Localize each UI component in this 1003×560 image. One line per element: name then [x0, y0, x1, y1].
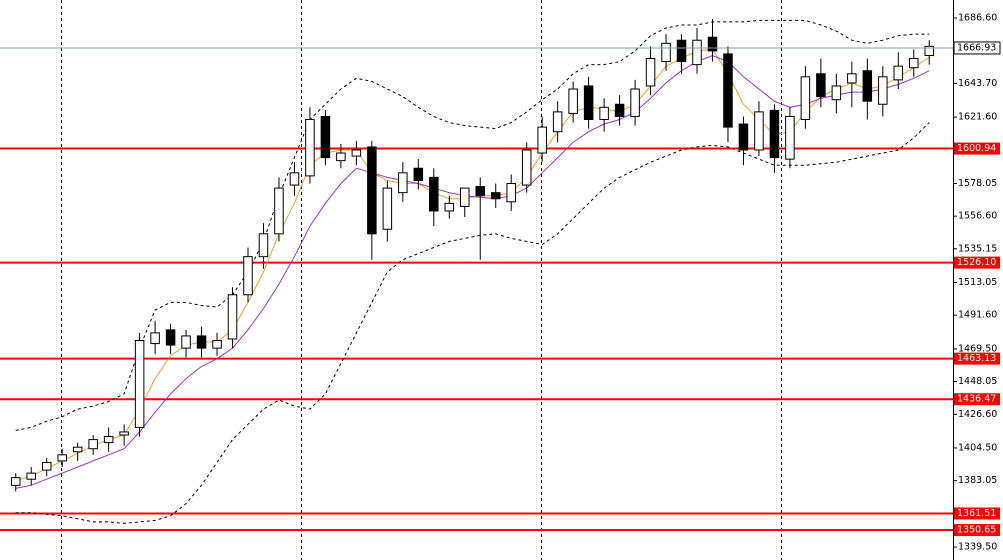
- candle-body: [196, 335, 207, 349]
- candle-body: [862, 70, 873, 102]
- candle-body: [103, 436, 114, 444]
- current-price-label: 1666.93: [957, 42, 996, 53]
- candle-body: [212, 340, 222, 349]
- indicator-line: [15, 19, 930, 431]
- candle-body: [707, 36, 718, 52]
- candle-body: [274, 187, 284, 235]
- level-label: 1361.51: [957, 508, 996, 519]
- candle-body: [72, 446, 83, 453]
- candle-body: [429, 176, 439, 212]
- level-label-box: [954, 256, 1000, 269]
- candle-body: [351, 149, 362, 157]
- candle-body: [398, 172, 408, 194]
- level-label: 1463.13: [957, 353, 996, 364]
- level-label: 1436.47: [957, 394, 996, 405]
- candle-body: [847, 73, 857, 84]
- candle-body: [878, 76, 888, 105]
- y-tick-label: 1513.05: [958, 277, 997, 288]
- y-tick-label: 1448.05: [958, 376, 997, 387]
- candle-body: [599, 106, 609, 120]
- y-tick-label: 1383.05: [958, 475, 997, 486]
- candle-body: [367, 146, 377, 235]
- candle-body: [444, 202, 455, 212]
- candle-body: [382, 187, 393, 230]
- y-tick-label: 1469.50: [958, 343, 997, 354]
- candle-body: [88, 439, 98, 450]
- candle-body: [754, 111, 764, 151]
- candle-body: [521, 149, 532, 186]
- candle-body: [320, 115, 331, 159]
- y-tick-label: 1535.15: [958, 243, 997, 254]
- candle-body: [769, 109, 780, 159]
- candle-body: [831, 85, 842, 101]
- y-tick-label: 1404.50: [958, 442, 997, 453]
- y-tick-label: 1426.60: [958, 409, 997, 420]
- candle-body: [413, 167, 424, 181]
- candle-body: [57, 454, 67, 462]
- candle-body: [661, 42, 671, 63]
- candle-body: [475, 186, 485, 197]
- level-label-box: [954, 352, 1000, 365]
- candle-body: [583, 85, 594, 120]
- candle-body: [10, 477, 21, 486]
- candle-body: [119, 431, 129, 436]
- candle-body: [134, 340, 145, 428]
- candle-body: [165, 329, 176, 346]
- candle-body: [552, 111, 563, 133]
- level-label-box: [954, 507, 1000, 520]
- candle-body: [800, 76, 811, 120]
- candle-body: [723, 53, 733, 128]
- candle-body: [150, 332, 160, 345]
- candle-body: [893, 65, 904, 81]
- indicator-line: [15, 54, 930, 489]
- candle-body: [289, 172, 300, 186]
- candle-body: [258, 233, 269, 258]
- y-tick-label: 1643.70: [958, 78, 997, 89]
- y-tick-label: 1621.60: [958, 112, 997, 123]
- level-label: 1526.10: [957, 257, 996, 268]
- candle-body: [490, 192, 501, 200]
- y-tick-label: 1339.50: [958, 542, 997, 553]
- y-tick-label: 1686.60: [958, 12, 997, 23]
- candle-body: [568, 88, 578, 114]
- candle-body: [227, 294, 238, 340]
- current-price-box: [953, 41, 1001, 55]
- level-label: 1600.94: [957, 143, 996, 154]
- candle-body: [692, 39, 702, 66]
- candle-body: [614, 103, 625, 117]
- candle-body: [336, 152, 346, 162]
- candle-body: [785, 115, 795, 160]
- candle-body: [460, 187, 470, 207]
- candle-body: [506, 183, 516, 203]
- candle-body: [924, 45, 935, 56]
- level-label-box: [954, 524, 1000, 537]
- level-label-box: [954, 393, 1000, 406]
- candle-body: [41, 461, 52, 471]
- candle-body: [909, 58, 919, 69]
- candle-body: [537, 126, 547, 154]
- candle-body: [738, 123, 749, 151]
- candle-body: [181, 335, 191, 349]
- candle-body: [630, 88, 640, 117]
- y-tick-label: 1491.60: [958, 310, 997, 321]
- candle-body: [645, 58, 656, 87]
- y-tick-label: 1556.60: [958, 211, 997, 222]
- y-tick-label: 1578.05: [958, 178, 997, 189]
- candle-body: [676, 39, 687, 63]
- candle-body: [305, 118, 315, 177]
- candle-body: [816, 73, 826, 98]
- level-label: 1350.65: [957, 525, 996, 536]
- level-label-box: [954, 142, 1000, 155]
- candle-body: [26, 472, 36, 480]
- indicator-line: [15, 122, 930, 524]
- candle-body: [243, 256, 253, 296]
